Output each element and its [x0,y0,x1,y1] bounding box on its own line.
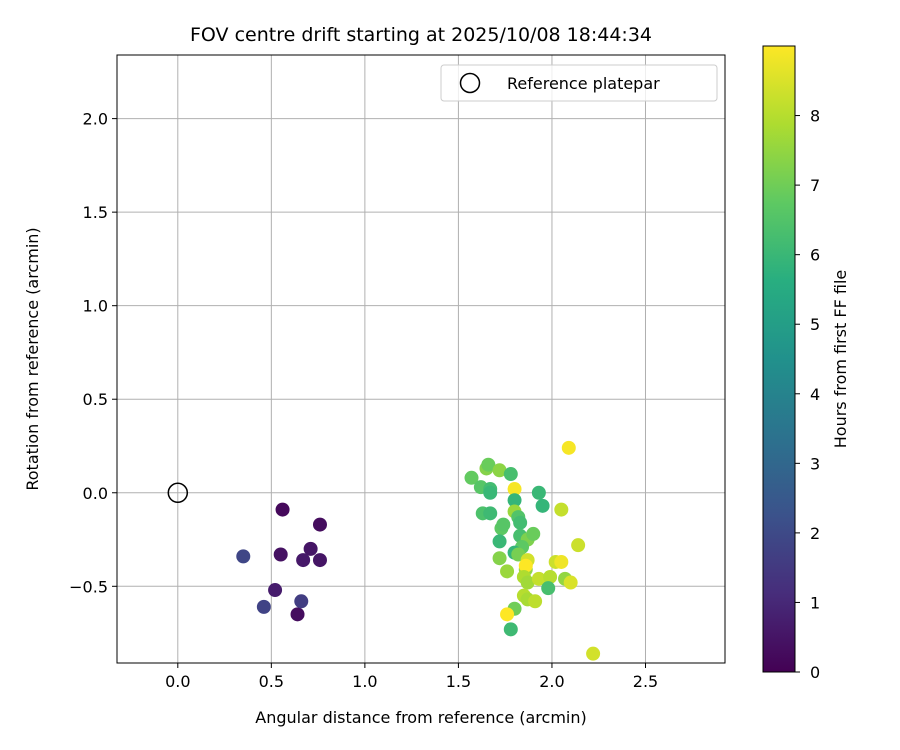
scatter-point-59 [571,538,586,553]
scatter-point-41 [520,575,535,590]
scatter-point-22 [507,493,522,508]
legend: Reference platepar [440,64,718,102]
y-tick-label: 1.0 [83,297,108,316]
y-tick-label: 2.0 [83,110,108,129]
scatter-point-36 [500,564,515,579]
scatter-point-16 [483,485,498,500]
x-axis-ticks: 0.0 0.5 1.0 1.5 2.0 2.5 [165,663,658,691]
chart-title: FOV centre drift starting at 2025/10/08 … [190,24,652,46]
scatter-point-7 [290,607,305,622]
scatter-point-31 [526,526,541,541]
scatter-point-49 [535,498,550,513]
scatter-point-1 [312,517,327,532]
scatter-point-58 [563,575,578,590]
plot-area: 0.0 0.5 1.0 1.5 2.0 2.5 −0.5 0.0 0.5 1.0 1.5 2.0 [69,54,726,691]
scatter-point-55 [543,569,558,584]
x-axis-label: Angular distance from reference (arcmin) [255,708,586,727]
x-tick-label: 1.5 [446,672,471,691]
scatter-point-9 [256,599,271,614]
scatter-point-51 [561,440,576,455]
scatter-point-27 [496,517,511,532]
scatter-point-46 [500,607,515,622]
scatter-point-14 [481,457,496,472]
scatter-point-48 [531,485,546,500]
scatter-point-6 [268,583,283,598]
scatter-point-25 [513,515,528,530]
scatter-point-11 [464,470,479,485]
colorbar-tick-label: 1 [810,593,820,612]
scatter-point-19 [492,463,507,478]
axes-frame [116,54,726,664]
scatter-point-50 [554,502,569,517]
scatter-point-18 [483,506,498,521]
legend-label-reference: Reference platepar [507,74,660,93]
scatter-point-3 [303,541,318,556]
legend-marker-reference [459,72,481,94]
scatter-point-8 [294,594,309,609]
scatter-point-56 [541,581,556,596]
colorbar-ticks: 0 1 2 3 4 5 6 7 8 [795,107,820,682]
scatter-point-44 [528,594,543,609]
colorbar-tick-label: 7 [810,176,820,195]
scatter-point-10 [236,549,251,564]
scatter-point-47 [503,622,518,637]
colorbar-tick-label: 2 [810,524,820,543]
x-tick-label: 0.0 [165,672,190,691]
colorbar-tick-label: 5 [810,315,820,334]
x-tick-label: 2.5 [633,672,658,691]
y-tick-label: 0.0 [83,484,108,503]
scatter-point-4 [296,553,311,568]
colorbar-tick-label: 4 [810,385,820,404]
colorbar-tick-label: 8 [810,107,820,126]
scatter-point-5 [312,553,327,568]
scatter-point-60 [586,646,601,661]
reference-point [167,482,189,504]
scatter-point-2 [273,547,288,562]
y-tick-label: −0.5 [69,577,108,596]
scatter-point-0 [275,502,290,517]
colorbar: 0 1 2 3 4 5 6 7 8 Hours from first FF file [762,45,850,682]
scatter-point-53 [554,554,569,569]
grid [117,55,725,663]
x-tick-label: 2.0 [539,672,564,691]
colorbar-label: Hours from first FF file [831,270,850,449]
y-tick-label: 0.5 [83,390,108,409]
scatter-point-39 [518,558,533,573]
colorbar-tick-label: 0 [810,663,820,682]
legend-box [440,64,718,102]
scatter-points [236,440,601,661]
x-tick-label: 1.0 [352,672,377,691]
scatter-point-20 [503,467,518,482]
scatter-point-28 [492,534,507,549]
colorbar-tick-label: 6 [810,246,820,265]
scatter-point-35 [492,551,507,566]
y-tick-label: 1.5 [83,203,108,222]
colorbar-tick-label: 3 [810,454,820,473]
x-tick-label: 0.5 [259,672,284,691]
colorbar-gradient [762,45,796,673]
y-axis-label: Rotation from reference (arcmin) [23,227,42,490]
scatter-point-54 [531,571,546,586]
y-axis-ticks: −0.5 0.0 0.5 1.0 1.5 2.0 [69,110,117,596]
scatter-point-21 [507,482,522,497]
